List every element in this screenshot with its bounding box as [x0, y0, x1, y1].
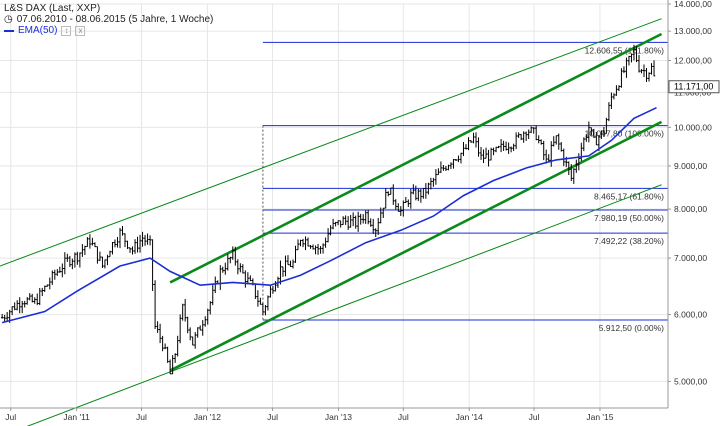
fib-level-label: 7.492,22 (38.20%): [594, 236, 664, 246]
calendar-icon: ◷: [4, 14, 13, 25]
y-tick-label: 7.000,00: [674, 253, 707, 263]
y-tick-label: 13.000,00: [674, 26, 712, 36]
y-tick-label: 14.000,00: [674, 0, 712, 9]
ema-swatch-icon: [4, 29, 14, 32]
x-axis: Jul Jan '11 Jul Jan '12 Jul Jan '13 Jul Jan '14…: [0, 407, 668, 422]
x-tick-label: Jan '14: [456, 412, 483, 422]
fib-level-label: 5.912,50 (0.00%): [599, 323, 664, 333]
x-tick-label: Jul: [267, 412, 278, 422]
x-tick-label: Jan '13: [325, 412, 352, 422]
ema-label: EMA(50): [18, 25, 58, 36]
ema-line: [1, 106, 657, 324]
x-tick-label: Jan '11: [63, 412, 90, 422]
last-price-marker: 11.171,00: [668, 80, 720, 94]
y-tick-label: 8.000,00: [674, 204, 707, 214]
y-tick-label: 12.000,00: [674, 56, 712, 66]
legend-ema-row[interactable]: EMA(50) ↕ x: [4, 25, 213, 36]
fib-level-label: 12.606,55 (161.80%): [585, 45, 665, 55]
y-tick-label: 5.000,00: [674, 376, 707, 386]
fib-level-label: 10.047,80 (100.00%): [585, 129, 665, 139]
x-tick-label: Jul: [398, 412, 409, 422]
x-tick-label: Jan '12: [194, 412, 221, 422]
y-tick-label: 9.000,00: [674, 161, 707, 171]
chart-legend: L&S DAX (Last, XXP) ◷ 07.06.2010 - 08.06…: [4, 3, 213, 36]
channel-line-thick: [169, 120, 663, 372]
channel-line-thin: [0, 18, 662, 267]
ema-settings-icon[interactable]: ↕: [61, 25, 72, 36]
channel-line-thin: [26, 184, 662, 426]
grid: [0, 3, 668, 408]
legend-instrument-row: L&S DAX (Last, XXP): [4, 3, 213, 14]
x-tick-label: Jul: [529, 412, 540, 422]
ema-series: [1, 106, 657, 324]
x-tick-label: Jul: [136, 412, 147, 422]
trend-channel: [0, 18, 663, 426]
last-price-box: [668, 80, 720, 94]
price-series: [0, 44, 656, 375]
channel-line-thick: [169, 32, 663, 284]
fib-level-label: 8.465,17 (61.80%): [594, 191, 664, 201]
fib-level-label: 7.980,19 (50.00%): [594, 213, 664, 223]
instrument-label: L&S DAX (Last, XXP): [4, 3, 101, 14]
x-tick-label: Jul: [5, 412, 16, 422]
x-tick-label: Jan '15: [586, 412, 613, 422]
legend-range-row: ◷ 07.06.2010 - 08.06.2015 (5 Jahre, 1 Wo…: [4, 14, 213, 25]
date-range-label: 07.06.2010 - 08.06.2015 (5 Jahre, 1 Woch…: [16, 14, 214, 25]
y-tick-label: 10.000,00: [674, 122, 712, 132]
y-tick-label: 6.000,00: [674, 310, 707, 320]
ema-close-icon[interactable]: x: [75, 25, 86, 36]
last-price-label: 11.171,00: [674, 82, 713, 92]
